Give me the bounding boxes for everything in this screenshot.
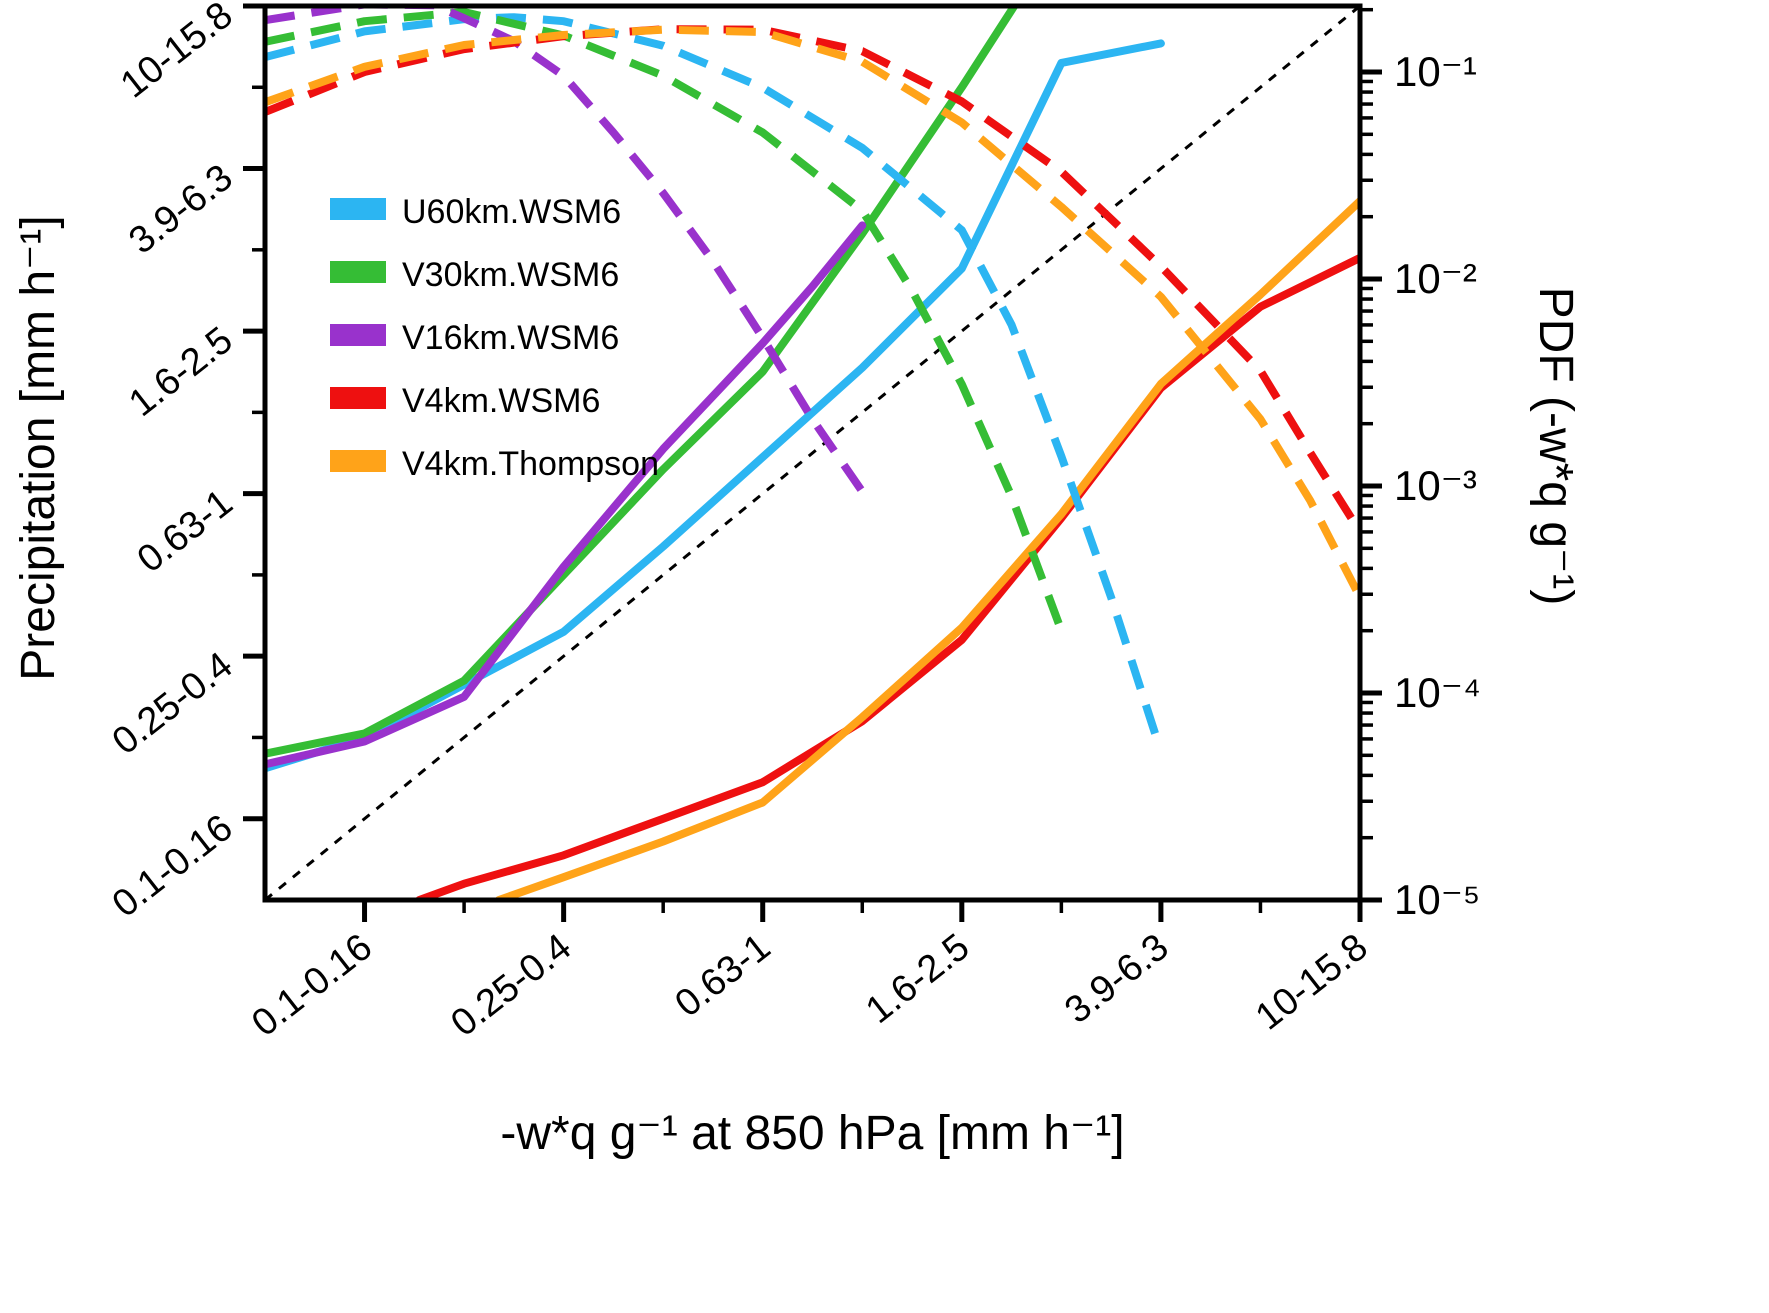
legend-swatch-v4km_wsm6 — [330, 387, 386, 409]
series-u60km_wsm6-dashed — [265, 13, 1160, 738]
legend-label-v4km_thompson: V4km.Thompson — [402, 445, 659, 483]
legend-label-v16km_wsm6: V16km.WSM6 — [402, 319, 619, 357]
y-left-tick-label: 0.25-0.4 — [105, 644, 241, 763]
x-tick-label: 10-15.8 — [1248, 926, 1375, 1038]
y-left-tick-label: 1.6-2.5 — [121, 319, 240, 425]
y-right-axis-title: PDF (-w*q g⁻¹) — [1529, 286, 1582, 606]
legend-swatch-v4km_thompson — [330, 450, 386, 472]
x-tick-label: 3.9-6.3 — [1057, 926, 1176, 1032]
series-v4km_thompson-dashed — [265, 25, 1360, 600]
legend-swatch-v16km_wsm6 — [330, 324, 386, 346]
series-v4km_thompson-solid — [494, 197, 1360, 900]
x-tick-label: 0.25-0.4 — [443, 926, 579, 1045]
one-to-one-line — [265, 6, 1360, 900]
y-right-tick-label: 10⁻⁴ — [1394, 669, 1481, 716]
legend-label-u60km_wsm6: U60km.WSM6 — [402, 193, 621, 231]
x-axis-title: -w*q g⁻¹ at 850 hPa [mm h⁻¹] — [500, 1107, 1125, 1160]
series-group — [265, 6, 1360, 900]
legend-swatch-u60km_wsm6 — [330, 198, 386, 220]
y-right-tick-label: 10⁻³ — [1394, 462, 1477, 509]
y-right-tick-label: 10⁻¹ — [1394, 48, 1477, 95]
y-right-tick-label: 10⁻² — [1394, 255, 1477, 302]
legend-label-v4km_wsm6: V4km.WSM6 — [402, 382, 600, 420]
legend-label-v30km_wsm6: V30km.WSM6 — [402, 256, 619, 294]
x-tick-label: 1.6-2.5 — [858, 926, 977, 1032]
y-left-axis-title: Precipitation [mm h⁻¹] — [12, 215, 65, 681]
series-v16km_wsm6-dashed — [265, 6, 866, 494]
y-left-tick-label: 0.63-1 — [130, 482, 241, 581]
axis-ticks — [243, 3, 1382, 922]
series-v16km_wsm6-solid — [265, 221, 867, 769]
y-left-tick-label: 3.9-6.3 — [121, 157, 240, 263]
legend: U60km.WSM6 V30km.WSM6 V16km.WSM6 V4km.WSM6 V… — [330, 193, 659, 483]
series-v30km_wsm6-dashed — [265, 8, 1066, 633]
plot-frame — [262, 3, 1363, 903]
legend-swatch-v30km_wsm6 — [330, 261, 386, 283]
x-tick-label: 0.1-0.16 — [244, 926, 380, 1045]
y-left-tick-label: 10-15.8 — [113, 0, 240, 106]
y-left-tick-label: 0.1-0.16 — [105, 807, 241, 926]
x-tick-label: 0.63-1 — [668, 926, 779, 1025]
series-v30km_wsm6-solid — [265, 6, 1020, 758]
series-u60km_wsm6-solid — [265, 39, 1165, 773]
series-v4km_wsm6-dashed — [265, 25, 1360, 535]
y-right-tick-label: 10⁻⁵ — [1394, 876, 1480, 923]
